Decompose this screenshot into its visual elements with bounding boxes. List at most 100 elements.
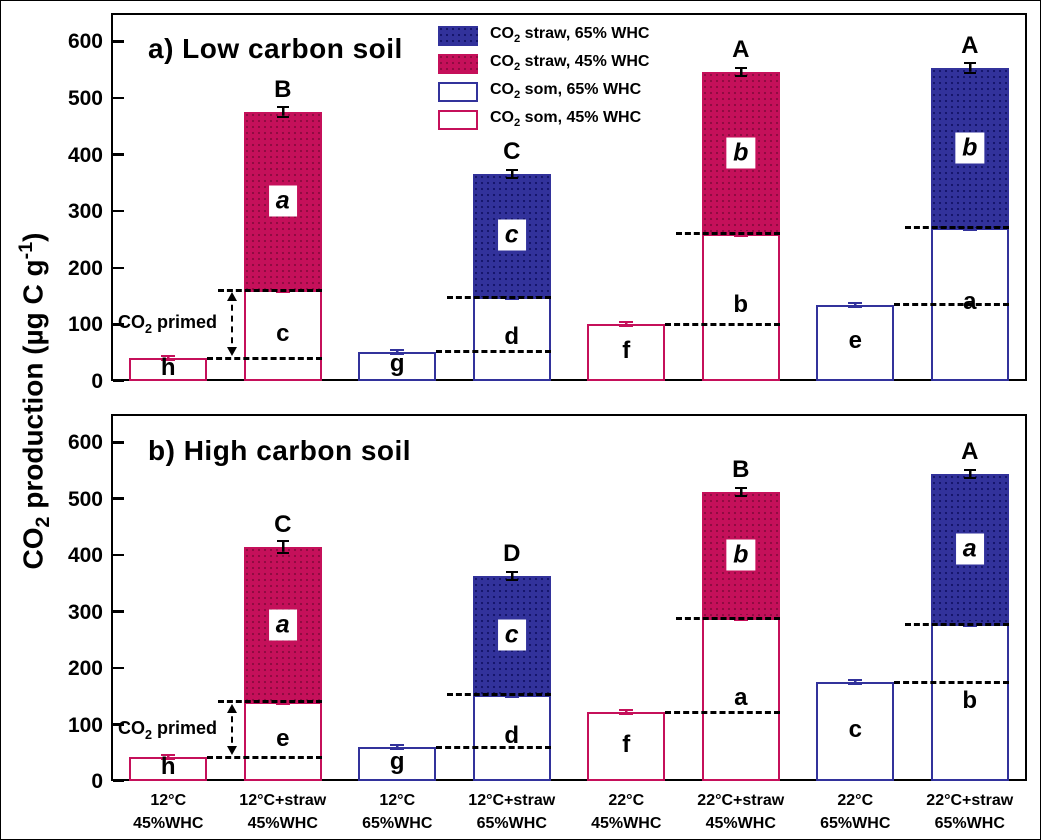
panel-a-som-letter-0: h <box>160 353 176 381</box>
x-axis-label-line: 45%WHC <box>133 815 204 833</box>
panel-a-ytick-mark <box>113 266 124 270</box>
panel-b-ytick-label: 300 <box>67 600 103 624</box>
panel-a-som-letter-4: f <box>622 336 631 364</box>
panel-a-dashed-guide-som-top-3 <box>446 295 551 299</box>
x-axis-label-2: 12°C 65%WHC <box>362 789 432 835</box>
x-axis-label-1: 12°C+straw 45%WHC <box>239 789 326 835</box>
panel-b-ytick-mark <box>113 779 124 783</box>
x-axis-label-line: 12°C <box>150 792 187 809</box>
panel-a-bar-som-4 <box>587 324 666 381</box>
panel-b-total-errorbar-5 <box>734 487 747 498</box>
panel-b-primed-arrowhead-up <box>226 703 237 713</box>
legend-label-som-65: CO2 som, 65% WHC <box>490 80 642 101</box>
panel-b-som-letter-2: g <box>389 748 405 776</box>
panel-b-primed-arrowhead-down <box>226 746 237 756</box>
panel-a-ytick-label: 100 <box>67 313 103 337</box>
legend-item-straw-65: CO2 straw, 65% WHC <box>438 25 649 46</box>
panel-a-total-errorbar-1 <box>276 106 289 118</box>
panel-a-total-letter-7: A <box>961 31 979 59</box>
panel-a-som-errorbar-2 <box>390 348 405 355</box>
x-axis-label-line: 12°C <box>379 792 416 809</box>
x-axis-label-line: 12°C+straw <box>239 792 327 809</box>
x-axis-label-3: 12°C+straw 65%WHC <box>468 789 555 835</box>
panel-a-bar-som-3 <box>472 297 551 381</box>
x-axis-label-line: 65%WHC <box>820 815 891 833</box>
panel-b-dashed-guide-som-top-7 <box>904 622 1009 626</box>
x-axis-label-line: 12°C+straw <box>468 792 556 809</box>
x-axis-label-line: 65%WHC <box>362 815 433 833</box>
panel-b-ytick-label: 100 <box>67 713 103 737</box>
y-axis-label-sub: 2 <box>31 516 54 528</box>
panel-a-ytick-label: 0 <box>91 370 103 393</box>
panel-a-som-errorbar-0 <box>161 355 176 362</box>
y-axis-label-mid: production (µg C g <box>17 259 49 517</box>
panel-b-som-letter-0: h <box>160 753 176 781</box>
panel-a-som-errorbar-4 <box>619 321 634 328</box>
panel-b-total-letter-1: C <box>274 511 292 539</box>
panel-a-primed-label-part: 2 <box>145 322 153 337</box>
panel-b-dashed-guide-som-top-5 <box>675 616 780 620</box>
legend-label-rest: som, 65% WHC <box>520 80 642 98</box>
panel-b-primed-label-part: CO <box>118 717 145 738</box>
panel-b-straw-letter-1: a <box>268 609 297 641</box>
panel-b-ytick-mark <box>113 666 124 670</box>
panel-b-som-letter-7: b <box>962 686 978 714</box>
panel-b-dashed-guide-som-only-0 <box>207 755 322 759</box>
panel-b-som-letter-1: e <box>276 725 290 753</box>
panel-b-som-letter-4: f <box>622 730 631 758</box>
panel-a-dashed-guide-som-only-4 <box>665 322 780 326</box>
panel-b-ytick-label: 0 <box>91 770 103 793</box>
panel-b-total-errorbar-7 <box>963 469 976 480</box>
panel-b-som-letter-3: d <box>504 721 520 749</box>
legend-swatch-som-45 <box>438 109 478 130</box>
panel-a-ytick-label: 600 <box>67 30 103 54</box>
legend-label-sub: 2 <box>514 32 521 45</box>
panel-b-primed-label-part: 2 <box>145 727 153 742</box>
y-axis-label-sup: -1 <box>15 241 38 260</box>
x-axis-label-5: 22°C+straw 45%WHC <box>697 789 784 835</box>
panel-a-bar-som-5 <box>701 233 780 381</box>
panel-a-som-errorbar-6 <box>848 301 863 308</box>
panel-a-total-errorbar-3 <box>505 168 518 179</box>
panel-b-dashed-guide-som-top-1 <box>217 700 322 704</box>
panel-a-som-letter-2: g <box>389 350 405 378</box>
panel-b-bar-som-1 <box>243 701 322 781</box>
legend-label-sub: 2 <box>514 60 521 73</box>
panel-b-ytick-mark <box>113 497 124 500</box>
legend-label-rest: straw, 65% WHC <box>520 24 650 42</box>
panel-b-bar-som-4 <box>587 712 666 781</box>
panel-a-ytick-mark <box>113 209 124 213</box>
panel-a-dashed-guide-som-top-7 <box>904 226 1009 230</box>
panel-b-primed-arrow <box>226 703 237 756</box>
panel-b-som-letter-6: c <box>848 715 862 743</box>
panel-b-ytick-mark <box>113 610 124 613</box>
panel-a-straw-letter-3: c <box>497 219 526 251</box>
panel-a-frame <box>111 13 1027 381</box>
panel-b-ytick-label: 500 <box>67 487 103 511</box>
panel-a-ytick-mark <box>113 40 124 43</box>
panel-b-som-errorbar-6 <box>848 679 863 686</box>
panel-a-som-letter-3: d <box>504 323 520 351</box>
panel-a-total-letter-5: A <box>732 36 750 64</box>
panel-a-ytick-label: 200 <box>67 256 103 280</box>
panel-a-ytick-mark <box>113 379 124 383</box>
x-axis-label-line: 45%WHC <box>705 815 776 833</box>
legend-item-straw-45: CO2 straw, 45% WHC <box>438 53 649 74</box>
legend-label-rest: straw, 45% WHC <box>520 52 650 70</box>
legend-label-straw-45: CO2 straw, 45% WHC <box>490 52 650 73</box>
panel-a-ytick-label: 300 <box>67 200 103 224</box>
x-axis-label-line: 22°C <box>608 792 645 809</box>
panel-b-ytick-label: 400 <box>67 544 103 568</box>
legend-label-pre: CO <box>490 52 514 70</box>
panel-a-primed-arrowhead-down <box>226 347 237 357</box>
panel-a-straw-letter-1: a <box>268 185 297 217</box>
panel-b-total-errorbar-3 <box>505 571 518 582</box>
panel-b-primed-label: CO2 primed <box>118 718 217 742</box>
panel-b-dashed-guide-som-top-3 <box>446 693 551 697</box>
panel-a-ytick-label: 400 <box>67 143 103 167</box>
panel-a-total-errorbar-7 <box>963 62 976 74</box>
panel-a-primed-label: CO2 primed <box>118 313 217 337</box>
panel-b-title: b) High carbon soil <box>148 435 412 466</box>
panel-a-som-letter-7: a <box>963 288 977 316</box>
x-axis-label-line: 22°C+straw <box>926 792 1014 809</box>
